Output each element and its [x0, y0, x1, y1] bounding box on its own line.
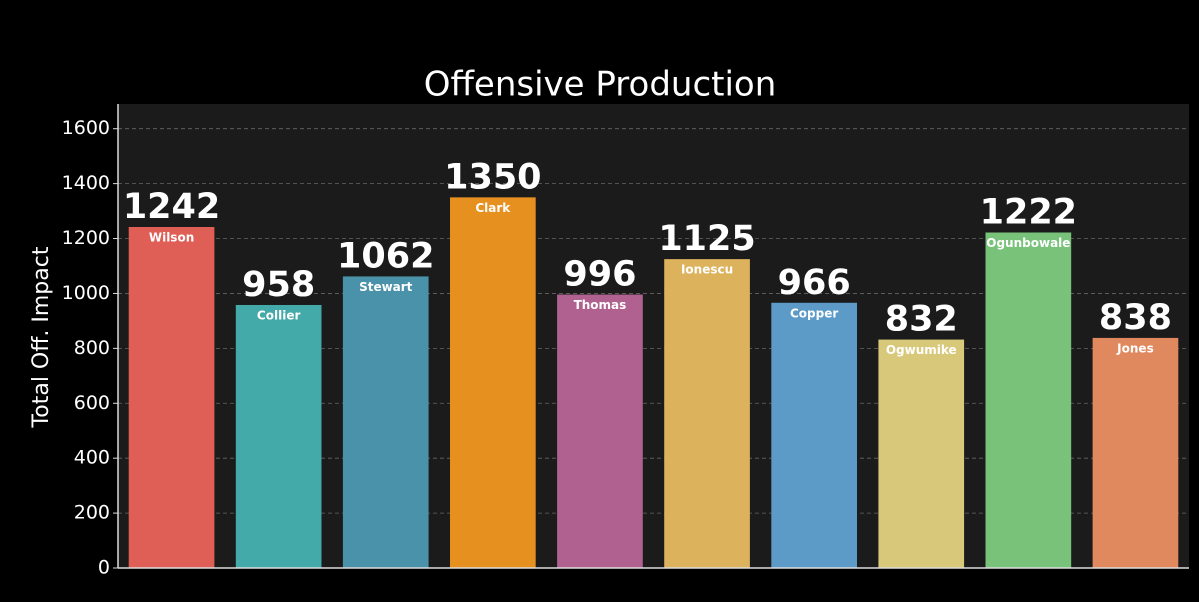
value-label: 996 — [563, 255, 636, 295]
bar-name-label: Wilson — [149, 231, 194, 245]
bar-name-label: Copper — [790, 306, 838, 320]
bar — [557, 294, 643, 568]
value-label: 958 — [242, 265, 315, 305]
y-tick-label: 0 — [98, 557, 110, 579]
bar — [771, 302, 857, 568]
value-label: 1222 — [980, 192, 1077, 232]
y-tick-label: 1400 — [62, 172, 110, 194]
bar — [878, 339, 965, 568]
y-tick-label: 400 — [74, 447, 110, 469]
value-label: 966 — [778, 263, 851, 303]
y-tick-label: 1000 — [62, 282, 110, 304]
value-label: 1242 — [123, 187, 220, 227]
bar — [128, 227, 215, 568]
bar-name-label: Jones — [1116, 341, 1154, 355]
bar-name-label: Collier — [257, 308, 301, 322]
bar — [985, 232, 1072, 568]
y-tick-label: 1200 — [62, 227, 110, 249]
marks — [118, 128, 1189, 569]
y-axis-label: Total Off. Impact — [29, 246, 54, 428]
value-label: 1350 — [444, 157, 541, 197]
bar — [664, 259, 750, 568]
value-label: 838 — [1099, 298, 1172, 338]
bar — [342, 276, 429, 568]
bar — [450, 197, 536, 568]
y-tick-label: 800 — [74, 337, 110, 359]
value-label: 1125 — [658, 219, 755, 259]
bar-name-label: Stewart — [359, 280, 413, 294]
bar — [235, 304, 322, 568]
chart-title: Offensive Production — [424, 65, 777, 105]
bar-name-label: Ionescu — [681, 263, 733, 277]
y-tick-label: 600 — [74, 392, 110, 414]
y-tick-label: 200 — [74, 502, 110, 524]
value-label: 832 — [885, 300, 958, 340]
y-tick-label: 1600 — [62, 117, 110, 139]
bar-name-label: Thomas — [574, 298, 627, 312]
bar-name-label: Ogwumike — [886, 343, 957, 357]
value-label: 1062 — [337, 236, 434, 276]
bar-name-label: Ogunbowale — [986, 236, 1070, 250]
bar — [1092, 337, 1179, 568]
bar-name-label: Clark — [475, 201, 511, 215]
